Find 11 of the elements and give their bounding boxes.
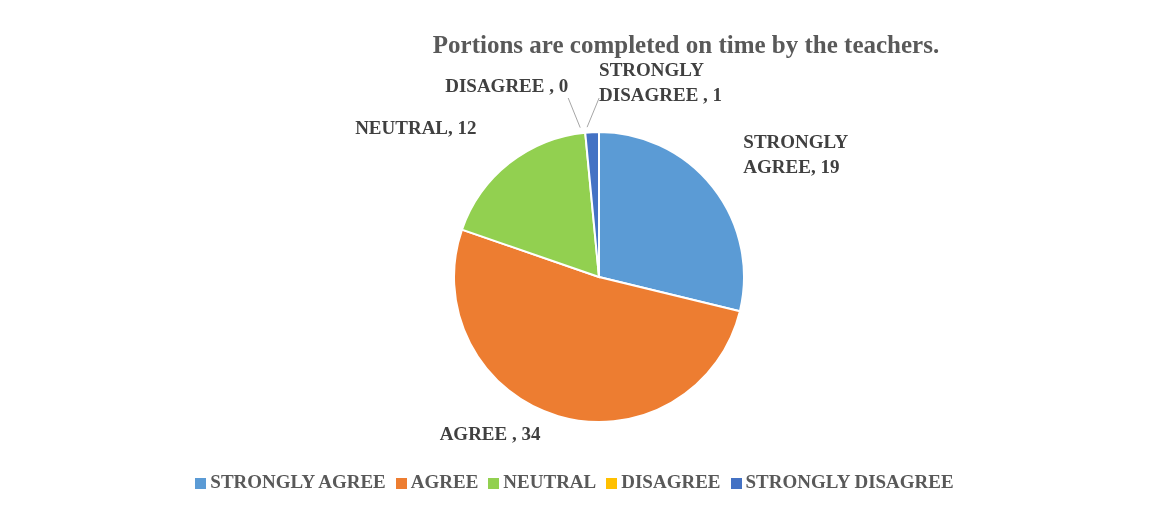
- legend-label: DISAGREE: [621, 471, 721, 492]
- data-label: STRONGLY AGREE, 19: [743, 130, 849, 177]
- legend-label: STRONGLY AGREE: [210, 471, 386, 492]
- text: DISAGREE , 0: [445, 75, 569, 96]
- legend-label: NEUTRAL: [503, 471, 597, 492]
- data-label: AGREE , 34: [439, 422, 541, 444]
- data-label: NEUTRAL, 12: [355, 117, 477, 139]
- data-label: STRONGLY DISAGREE , 1: [599, 59, 723, 105]
- legend-label: AGREE: [410, 471, 479, 492]
- chart-title: Portions are completed on time by the teachers.: [432, 31, 940, 58]
- legend-label: STRONGLY DISAGREE: [745, 471, 954, 492]
